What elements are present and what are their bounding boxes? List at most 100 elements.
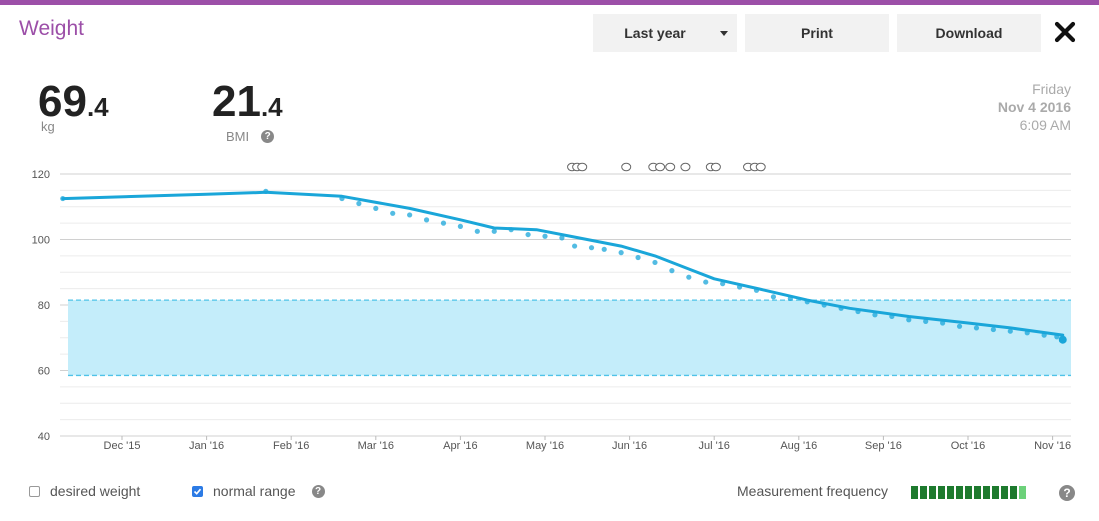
x-tick-label: Aug '16 — [780, 440, 817, 452]
bmi-value: 21.4 BMI ? — [212, 77, 283, 145]
weight-chart: 40 60 80 100 120 Dec '15 Jan '16 Feb '16 Mar '16… — [32, 162, 1071, 452]
measurement-point — [572, 243, 578, 249]
measurement-point — [1041, 332, 1047, 338]
frequency-bar — [911, 486, 918, 499]
check-icon — [193, 488, 202, 495]
y-tick-label: 80 — [38, 300, 50, 312]
measurement-point — [601, 246, 607, 252]
measurement-point — [423, 217, 430, 223]
x-tick-label: May '16 — [526, 440, 564, 452]
x-tick-label: Feb '16 — [273, 440, 309, 452]
measurement-point — [1007, 328, 1013, 334]
frequency-help-icon[interactable]: ? — [1059, 485, 1075, 501]
close-icon[interactable] — [1053, 20, 1077, 44]
measurement-point — [923, 318, 929, 324]
frequency-bar — [929, 486, 936, 499]
frequency-bar — [1010, 486, 1017, 499]
range-dropdown[interactable]: Last year — [593, 14, 737, 52]
weight-integer: 69 — [38, 77, 87, 126]
download-button[interactable]: Download — [897, 14, 1041, 52]
note-bubble-icon — [710, 162, 721, 172]
note-bubble-icon — [755, 162, 766, 172]
measurement-point — [525, 231, 531, 238]
desired-weight-toggle[interactable]: desired weight — [29, 483, 140, 499]
measurement-point — [686, 274, 692, 280]
frequency-bar — [1019, 486, 1026, 499]
normal-range-label: normal range — [213, 483, 296, 499]
measurement-point — [474, 228, 480, 234]
measurement-point — [956, 323, 963, 329]
measurement-point — [821, 302, 827, 308]
frequency-bar — [956, 486, 963, 499]
range-dropdown-label: Last year — [624, 25, 686, 41]
x-tick-label: Apr '16 — [443, 440, 478, 452]
x-tick-label: Dec '15 — [104, 440, 141, 452]
measurement-point — [804, 299, 810, 305]
date-weekday: Friday — [1032, 81, 1071, 97]
x-tick-label: Oct '16 — [951, 440, 986, 452]
measurement-point — [872, 312, 878, 318]
measurement-point — [973, 325, 980, 331]
note-bubble-icon — [577, 162, 588, 172]
weight-unit: kg — [41, 119, 55, 134]
measurement-point — [373, 205, 379, 211]
measurement-point — [906, 317, 912, 323]
bmi-integer: 21 — [212, 77, 261, 126]
y-tick-label: 60 — [38, 366, 50, 378]
measurement-point — [618, 250, 624, 256]
measurement-point — [356, 200, 362, 207]
y-tick-label: 40 — [38, 431, 50, 443]
frequency-bar — [920, 486, 927, 499]
desired-weight-checkbox[interactable] — [29, 485, 40, 497]
y-tick-label: 100 — [32, 235, 50, 247]
measurement-point — [838, 305, 844, 311]
measurement-point — [588, 245, 595, 251]
x-tick-label: Jun '16 — [612, 440, 647, 452]
measurement-point — [440, 220, 447, 226]
measurement-point — [491, 228, 497, 234]
normal-range-checkbox[interactable] — [192, 485, 203, 497]
desired-weight-label: desired weight — [50, 483, 141, 499]
measurement-point — [669, 268, 675, 274]
date-time: 6:09 AM — [1019, 117, 1071, 133]
x-tick-label: Sep '16 — [865, 440, 902, 452]
x-tick-label: Jan '16 — [189, 440, 224, 452]
measurement-point — [940, 320, 946, 326]
bmi-help-icon[interactable]: ? — [261, 130, 275, 143]
measurement-point — [407, 212, 413, 218]
measurement-point — [753, 287, 760, 293]
normal-range-toggle[interactable]: normal range ? — [192, 483, 325, 499]
measurement-point — [635, 254, 641, 261]
frequency-bars — [911, 486, 1026, 499]
frequency-bar — [947, 486, 954, 499]
x-tick-label: Nov '16 — [1034, 440, 1071, 452]
measurement-point — [542, 233, 548, 239]
frequency-bar — [983, 486, 990, 499]
measurement-point — [457, 223, 463, 229]
measurement-point — [390, 210, 396, 216]
frequency-bar — [992, 486, 999, 499]
weight-decimal: .4 — [86, 92, 109, 122]
frequency-bar — [965, 486, 972, 499]
note-bubble-icon — [655, 162, 666, 172]
bmi-label: BMI — [226, 129, 250, 144]
measurement-point — [60, 195, 66, 202]
note-bubble-icon — [665, 162, 676, 172]
y-tick-label: 120 — [32, 169, 50, 181]
measurement-point — [889, 313, 895, 320]
bmi-decimal: .4 — [260, 92, 283, 122]
date-day: Nov 4 2016 — [997, 99, 1071, 115]
measurement-point — [1024, 330, 1030, 336]
measurement-point — [855, 308, 861, 315]
print-button[interactable]: Print — [745, 14, 889, 52]
weight-value: 69.4 kg — [38, 77, 109, 135]
normal-range-help-icon[interactable]: ? — [311, 484, 325, 498]
x-tick-label: Jul '16 — [698, 440, 729, 452]
measurement-point — [990, 326, 996, 333]
measurement-point — [787, 295, 793, 302]
x-tick-label: Mar '16 — [358, 440, 394, 452]
caret-down-icon — [720, 31, 728, 36]
measurement-point — [720, 281, 726, 287]
measurement-point — [339, 195, 345, 202]
measurement-point — [736, 284, 743, 290]
